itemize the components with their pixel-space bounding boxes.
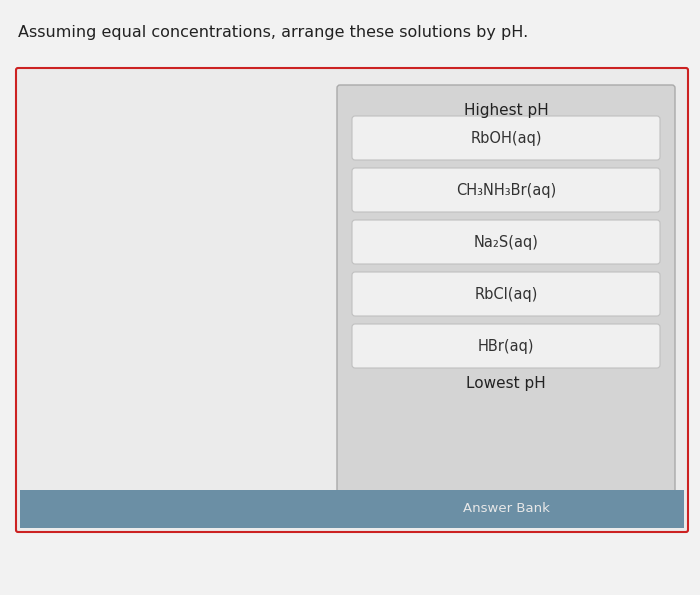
FancyBboxPatch shape — [337, 85, 675, 515]
Text: HBr(aq): HBr(aq) — [477, 339, 534, 353]
FancyBboxPatch shape — [352, 324, 660, 368]
FancyBboxPatch shape — [352, 220, 660, 264]
Text: Na₂S(aq): Na₂S(aq) — [474, 234, 538, 249]
Text: Highest pH: Highest pH — [463, 102, 548, 117]
Text: Assuming equal concentrations, arrange these solutions by pH.: Assuming equal concentrations, arrange t… — [18, 25, 528, 40]
Bar — [20, 490, 684, 528]
Text: RbOH(aq): RbOH(aq) — [470, 130, 542, 146]
Text: RbCl(aq): RbCl(aq) — [475, 287, 538, 302]
FancyBboxPatch shape — [352, 116, 660, 160]
Text: CH₃NH₃Br(aq): CH₃NH₃Br(aq) — [456, 183, 556, 198]
Text: Answer Bank: Answer Bank — [463, 503, 550, 515]
FancyBboxPatch shape — [352, 272, 660, 316]
FancyBboxPatch shape — [16, 68, 688, 532]
FancyBboxPatch shape — [352, 168, 660, 212]
Text: Lowest pH: Lowest pH — [466, 376, 546, 391]
